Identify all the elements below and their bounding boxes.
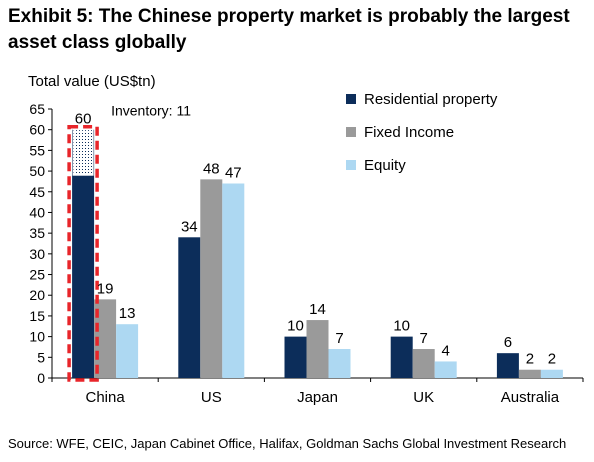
legend-label: Equity	[364, 157, 406, 174]
chart-title: Exhibit 5: The Chinese property market i…	[8, 6, 570, 53]
bar	[306, 320, 329, 378]
x-tick-label: US	[201, 389, 222, 406]
x-tick-label: UK	[413, 389, 434, 406]
bar	[390, 336, 413, 378]
bar	[540, 369, 563, 378]
y-tick-label: 65	[29, 101, 45, 117]
bar	[496, 353, 519, 378]
y-tick-label: 20	[29, 287, 45, 303]
bar	[222, 183, 245, 378]
y-tick-label: 45	[29, 184, 45, 200]
highlight-box	[67, 124, 99, 382]
bar	[116, 324, 139, 378]
legend-swatch	[346, 160, 356, 170]
y-tick-label: 60	[29, 122, 45, 138]
data-label: 6	[504, 334, 512, 351]
bar	[328, 349, 351, 378]
data-label: 13	[119, 305, 136, 322]
data-label: 10	[393, 318, 410, 335]
data-label: 2	[526, 351, 534, 368]
source-note: Source: WFE, CEIC, Japan Cabinet Office,…	[8, 436, 567, 451]
bar	[284, 336, 307, 378]
bar	[94, 299, 117, 378]
y-tick-label: 40	[29, 204, 45, 220]
y-tick-label: 25	[29, 267, 45, 283]
data-label: 4	[442, 342, 450, 359]
y-tick-label: 35	[29, 225, 45, 241]
bar	[178, 237, 201, 378]
y-tick-label: 50	[29, 163, 45, 179]
x-tick-label: China	[85, 389, 125, 406]
bar	[72, 129, 95, 378]
x-tick-label: Australia	[501, 389, 560, 406]
y-axis-label: Total value (US$tn)	[28, 73, 156, 90]
legend-label: Fixed Income	[364, 124, 454, 141]
y-tick-label: 5	[37, 349, 45, 365]
data-label: 7	[420, 330, 428, 347]
legend-label: Residential property	[364, 91, 498, 108]
bar	[518, 369, 541, 378]
data-label: 34	[181, 218, 198, 235]
bar	[434, 361, 457, 378]
y-tick-label: 10	[29, 329, 45, 345]
y-tick-label: 55	[29, 142, 45, 158]
bar	[412, 349, 435, 378]
data-label: 60	[75, 111, 92, 128]
x-tick-label: Japan	[297, 389, 338, 406]
data-label: 7	[335, 330, 343, 347]
y-tick-label: 0	[37, 370, 45, 386]
data-label: 48	[203, 160, 220, 177]
y-tick-label: 15	[29, 308, 45, 324]
annotation-label: Inventory: 11	[111, 103, 191, 119]
data-label: 2	[548, 351, 556, 368]
data-label: 19	[97, 280, 114, 297]
bar-chart: 0 5 10 15 20 25 30 35 40 45 50 55 60 65 China US Japan UK…	[29, 91, 584, 406]
data-label: 47	[225, 164, 242, 181]
data-label: 10	[287, 318, 304, 335]
legend-swatch	[346, 94, 356, 104]
y-tick-label: 30	[29, 246, 45, 262]
inventory-segment	[72, 129, 94, 176]
bar	[200, 179, 223, 378]
data-label: 14	[309, 301, 326, 318]
legend-swatch	[346, 127, 356, 137]
